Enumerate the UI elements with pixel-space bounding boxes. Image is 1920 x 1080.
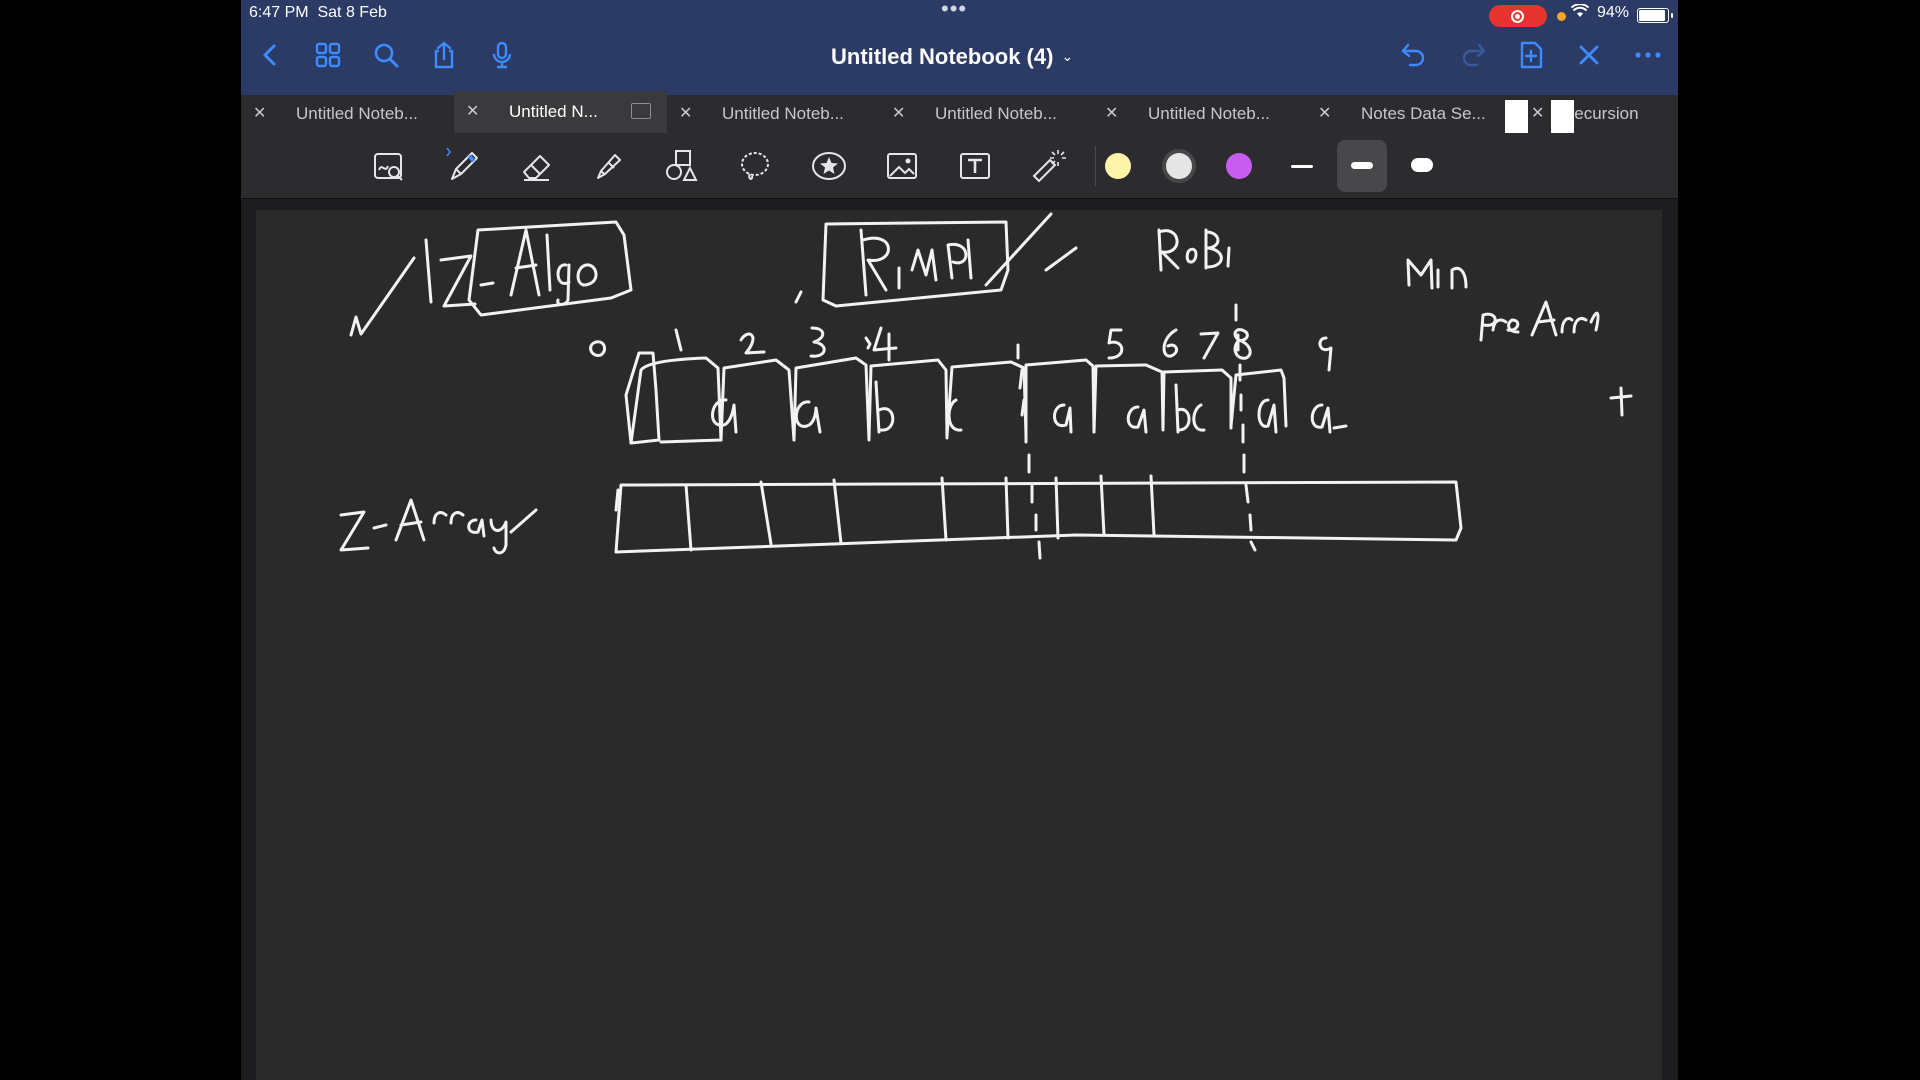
- tab-untitled-2[interactable]: ✕ Untitled N...: [454, 91, 667, 133]
- rkmp-box: [821, 220, 1010, 308]
- note-canvas[interactable]: [256, 210, 1662, 1080]
- chevron-down-icon: ⌄: [1061, 48, 1074, 64]
- tab-untitled-4[interactable]: ✕ Untitled Noteb...: [880, 95, 1093, 133]
- sticker-icon[interactable]: [809, 146, 849, 186]
- search-icon[interactable]: [371, 40, 401, 70]
- lasso-icon[interactable]: [735, 146, 775, 186]
- tab-untitled-1[interactable]: ✕ Untitled Noteb...: [241, 95, 454, 133]
- z-algo-text: [509, 228, 598, 306]
- color-swatch-white[interactable]: [1166, 153, 1192, 179]
- rabi-text: [1157, 228, 1231, 272]
- eraser-icon[interactable]: [516, 146, 556, 186]
- tab-bar: ✕ Untitled Noteb... ✕ Untitled N... ✕ Untit…: [241, 91, 1678, 133]
- grid-icon[interactable]: [313, 40, 343, 70]
- min-text: [1406, 258, 1468, 290]
- shapes-icon[interactable]: [662, 146, 702, 186]
- notebook-title[interactable]: Untitled Notebook (4) ⌄: [831, 44, 1074, 69]
- camera-indicator-icon: [1557, 12, 1566, 21]
- top-bar: 6:47 PM Sat 8 Feb ••• 94% Untitled Noteb…: [241, 0, 1678, 95]
- dashed-divider-right: [1234, 303, 1257, 552]
- tab-close-icon[interactable]: ✕: [1105, 105, 1119, 122]
- pen-icon[interactable]: [443, 146, 483, 186]
- string-cells: [1229, 368, 1288, 428]
- tab-close-icon[interactable]: ✕: [892, 105, 906, 122]
- z-array-row: [614, 480, 1463, 554]
- back-icon[interactable]: [255, 40, 285, 70]
- redo-icon[interactable]: [1458, 40, 1488, 70]
- tab-recursion[interactable]: ✕ Recursion: [1519, 95, 1678, 133]
- tool-bar: [241, 133, 1678, 199]
- wifi-icon: [1570, 3, 1590, 23]
- battery-icon: [1637, 8, 1673, 23]
- tab-untitled-5[interactable]: ✕ Untitled Noteb...: [1093, 95, 1306, 133]
- tab-close-icon[interactable]: ✕: [466, 103, 480, 120]
- toolbar-divider: [1095, 146, 1096, 186]
- battery-percent: 94%: [1597, 4, 1630, 21]
- zoom-icon[interactable]: [369, 146, 409, 186]
- dashed-divider-left: [1016, 343, 1042, 560]
- tab-close-icon[interactable]: ✕: [1531, 105, 1545, 122]
- color-swatch-purple[interactable]: [1226, 153, 1252, 179]
- laser-pointer-icon[interactable]: [1028, 146, 1068, 186]
- multitask-dots-icon[interactable]: •••: [941, 0, 968, 21]
- tab-close-icon[interactable]: ✕: [253, 105, 267, 122]
- undo-icon[interactable]: [1399, 40, 1429, 70]
- status-time: 6:47 PM Sat 8 Feb: [249, 4, 387, 21]
- microphone-icon[interactable]: [487, 40, 517, 70]
- highlighter-icon[interactable]: [589, 146, 629, 186]
- color-swatch-yellow[interactable]: [1105, 153, 1131, 179]
- add-page-icon[interactable]: [1516, 40, 1546, 70]
- text-icon[interactable]: [955, 146, 995, 186]
- screen-recording-icon[interactable]: [1489, 5, 1547, 27]
- share-icon[interactable]: [429, 40, 459, 70]
- handwriting-layer: [339, 212, 1633, 560]
- checkmark-left: [349, 256, 416, 337]
- rkmp-check: [984, 212, 1053, 287]
- more-icon[interactable]: [1633, 40, 1663, 70]
- tab-notes-data[interactable]: ✕ Notes Data Se...: [1306, 95, 1519, 133]
- notes-app-window: 6:47 PM Sat 8 Feb ••• 94% Untitled Noteb…: [241, 0, 1678, 1080]
- split-view-icon[interactable]: [631, 103, 651, 119]
- status-bar: 6:47 PM Sat 8 Feb ••• 94%: [241, 0, 1678, 27]
- tab-untitled-3[interactable]: ✕ Untitled Noteb...: [667, 95, 880, 133]
- rkmp-text: [859, 228, 973, 297]
- z-algo-box: [467, 220, 633, 317]
- tab-close-icon[interactable]: ✕: [1318, 105, 1332, 122]
- stroke-thick[interactable]: [1411, 158, 1433, 172]
- tab-close-icon[interactable]: ✕: [679, 105, 693, 122]
- image-icon[interactable]: [882, 146, 922, 186]
- close-icon[interactable]: [1574, 40, 1604, 70]
- z-array-text: [394, 498, 538, 555]
- pre-array-text: [1479, 300, 1600, 342]
- stroke-medium[interactable]: [1351, 162, 1373, 169]
- stroke-thin[interactable]: [1291, 165, 1313, 168]
